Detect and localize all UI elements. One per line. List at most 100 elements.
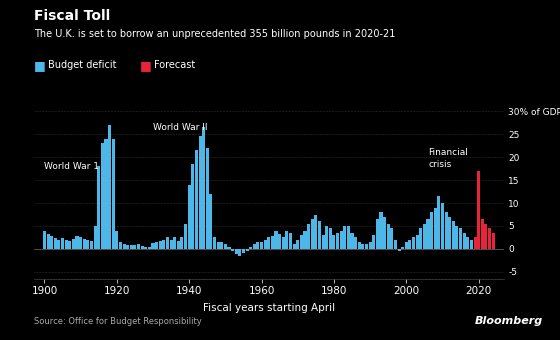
Text: Bloomberg: Bloomberg bbox=[475, 317, 543, 326]
Bar bbox=[173, 237, 176, 249]
Bar bbox=[144, 246, 147, 249]
Bar bbox=[83, 239, 86, 249]
Bar bbox=[292, 244, 296, 249]
Bar bbox=[351, 233, 353, 249]
Bar bbox=[427, 219, 430, 249]
Bar bbox=[318, 221, 321, 249]
Bar bbox=[441, 203, 444, 249]
Bar bbox=[380, 212, 382, 249]
Bar bbox=[86, 240, 90, 249]
Bar bbox=[97, 166, 100, 249]
Bar bbox=[358, 242, 361, 249]
Bar bbox=[57, 240, 60, 249]
Bar bbox=[405, 242, 408, 249]
Bar bbox=[217, 242, 220, 249]
Bar bbox=[437, 196, 440, 249]
Bar bbox=[354, 237, 357, 249]
Bar bbox=[361, 244, 365, 249]
Bar bbox=[419, 228, 422, 249]
Bar bbox=[170, 240, 172, 249]
Bar bbox=[235, 249, 238, 254]
Bar bbox=[416, 235, 419, 249]
Bar bbox=[119, 242, 122, 249]
Bar bbox=[249, 246, 252, 249]
Bar bbox=[368, 242, 372, 249]
Bar bbox=[278, 234, 281, 249]
Bar bbox=[242, 249, 245, 253]
Bar bbox=[108, 125, 111, 249]
Bar bbox=[336, 233, 339, 249]
X-axis label: Fiscal years starting April: Fiscal years starting April bbox=[203, 303, 335, 313]
Bar bbox=[484, 224, 487, 249]
Bar bbox=[376, 219, 379, 249]
Bar bbox=[333, 235, 335, 249]
Bar bbox=[162, 240, 165, 249]
Bar bbox=[394, 240, 397, 249]
Bar bbox=[300, 235, 303, 249]
Bar bbox=[401, 246, 404, 249]
Bar bbox=[433, 208, 437, 249]
Bar bbox=[195, 150, 198, 249]
Bar bbox=[452, 221, 455, 249]
Bar bbox=[166, 237, 169, 249]
Bar bbox=[470, 240, 473, 249]
Bar bbox=[307, 224, 310, 249]
Bar bbox=[123, 244, 125, 249]
Bar bbox=[192, 164, 194, 249]
Bar bbox=[365, 244, 368, 249]
Bar bbox=[296, 240, 299, 249]
Bar bbox=[423, 224, 426, 249]
Bar bbox=[180, 237, 184, 249]
Text: Forecast: Forecast bbox=[154, 59, 195, 69]
Bar bbox=[43, 231, 46, 249]
Bar bbox=[253, 244, 256, 249]
Bar bbox=[343, 226, 346, 249]
Bar bbox=[492, 233, 494, 249]
Bar bbox=[325, 226, 328, 249]
Bar bbox=[224, 244, 227, 249]
Bar bbox=[282, 237, 285, 249]
Bar bbox=[213, 237, 216, 249]
Text: World War 1: World War 1 bbox=[44, 162, 100, 171]
Bar bbox=[412, 237, 415, 249]
Bar bbox=[408, 240, 412, 249]
Bar bbox=[314, 215, 318, 249]
Text: Financial
crisis: Financial crisis bbox=[428, 148, 468, 169]
Bar bbox=[339, 231, 343, 249]
Bar bbox=[184, 224, 187, 249]
Text: Budget deficit: Budget deficit bbox=[48, 59, 116, 69]
Text: ■: ■ bbox=[34, 59, 45, 72]
Text: ■: ■ bbox=[140, 59, 152, 72]
Bar bbox=[79, 237, 82, 249]
Bar bbox=[50, 236, 53, 249]
Bar bbox=[115, 231, 118, 249]
Bar bbox=[398, 249, 400, 251]
Bar bbox=[463, 233, 466, 249]
Bar bbox=[260, 242, 263, 249]
Bar bbox=[101, 143, 104, 249]
Bar bbox=[264, 240, 267, 249]
Bar bbox=[321, 235, 325, 249]
Text: World War II: World War II bbox=[153, 123, 208, 132]
Bar bbox=[133, 245, 137, 249]
Bar bbox=[94, 226, 97, 249]
Bar bbox=[304, 231, 306, 249]
Bar bbox=[245, 249, 249, 251]
Bar bbox=[68, 241, 71, 249]
Bar bbox=[206, 148, 209, 249]
Bar bbox=[126, 245, 129, 249]
Bar bbox=[445, 212, 447, 249]
Bar bbox=[54, 238, 57, 249]
Text: The U.K. is set to borrow an unprecedented 355 billion pounds in 2020-21: The U.K. is set to borrow an unprecedent… bbox=[34, 29, 395, 39]
Bar bbox=[198, 136, 202, 249]
Bar bbox=[137, 244, 140, 249]
Bar bbox=[274, 231, 278, 249]
Bar bbox=[480, 219, 484, 249]
Bar bbox=[239, 249, 241, 256]
Bar bbox=[155, 242, 158, 249]
Bar bbox=[256, 242, 259, 249]
Bar bbox=[459, 228, 462, 249]
Bar bbox=[72, 239, 75, 249]
Bar bbox=[466, 237, 469, 249]
Bar bbox=[455, 226, 459, 249]
